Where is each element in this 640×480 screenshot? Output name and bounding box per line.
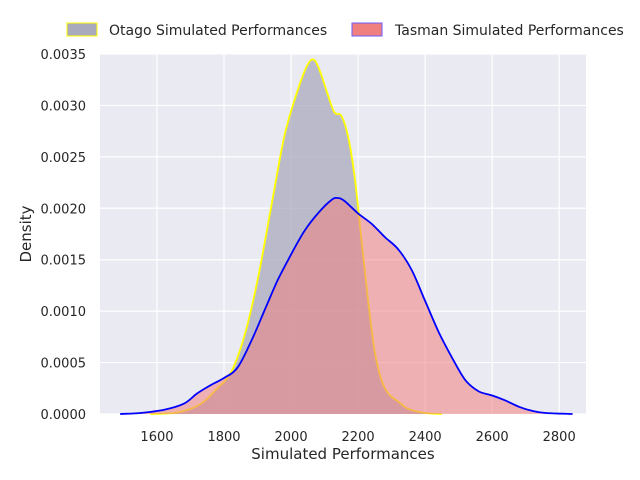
x-axis-label: Simulated Performances	[251, 445, 435, 463]
y-tick-label: 0.0000	[41, 408, 87, 423]
y-tick-label: 0.0015	[41, 254, 87, 269]
x-tick-label: 2000	[275, 430, 308, 445]
x-tick-labels: 1600 1800 2000 2200 2400 2600 2800	[140, 430, 575, 445]
y-tick-label: 0.0020	[41, 202, 87, 217]
y-tick-label: 0.0005	[41, 357, 87, 372]
y-tick-label: 0.0035	[41, 48, 87, 63]
legend-swatch-otago	[66, 22, 98, 37]
density-line-tasman	[120, 196, 573, 415]
legend: Otago Simulated Performances Tasman Simu…	[66, 22, 624, 39]
x-tick-label: 1600	[140, 430, 173, 445]
x-tick-label: 2800	[543, 430, 576, 445]
y-tick-labels: 0.0000 0.0005 0.0010 0.0015 0.0020 0.0025 0.00…	[41, 48, 87, 423]
density-fill-tasman	[120, 197, 573, 414]
x-tick-label: 2600	[476, 430, 509, 445]
x-tick-label: 1800	[207, 430, 240, 445]
y-axis-label: Density	[17, 205, 35, 262]
legend-swatch-tasman	[351, 22, 383, 37]
y-tick-label: 0.0025	[41, 151, 87, 166]
x-tick-label: 2400	[409, 430, 442, 445]
legend-label-otago: Otago Simulated Performances	[109, 23, 327, 39]
y-tick-label: 0.0030	[41, 99, 87, 114]
x-tick-label: 2200	[342, 430, 375, 445]
density-areas	[120, 58, 573, 415]
y-tick-label: 0.0010	[41, 305, 87, 320]
legend-label-tasman: Tasman Simulated Performances	[394, 23, 624, 39]
